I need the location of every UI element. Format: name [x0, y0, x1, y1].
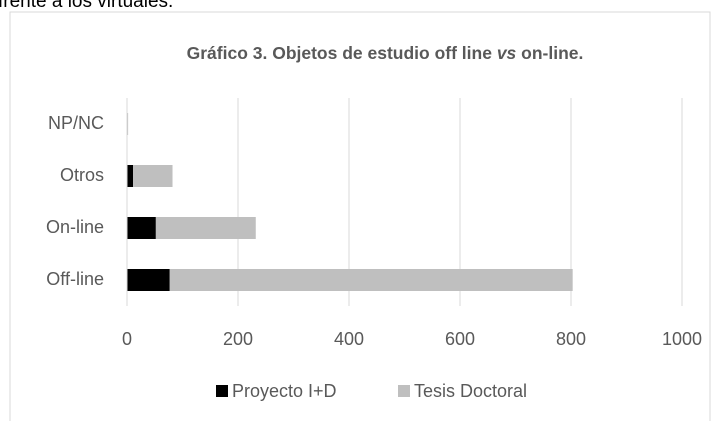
legend-swatch [216, 385, 228, 397]
bar [169, 269, 573, 291]
above-text: frente a los virtuales. [0, 0, 173, 12]
x-tick-label: 1000 [662, 329, 702, 349]
bar [155, 217, 256, 239]
x-tick-label: 600 [445, 329, 475, 349]
bar [127, 217, 156, 239]
chart-title: Gráfico 3. Objetos de estudio off line v… [187, 43, 584, 63]
x-tick-label: 400 [334, 329, 364, 349]
x-tick-label: 800 [556, 329, 586, 349]
bar [133, 165, 173, 187]
legend-label: Tesis Doctoral [414, 381, 527, 401]
x-tick-label: 200 [223, 329, 253, 349]
y-tick-label: NP/NC [48, 113, 104, 133]
chart-frame [9, 11, 711, 421]
legend-label: Proyecto I+D [232, 381, 337, 401]
y-tick-label: On-line [46, 217, 104, 237]
title-part: vs [497, 43, 517, 63]
bar [127, 269, 170, 291]
title-part: Gráfico 3. Objetos de estudio off line [187, 43, 497, 63]
bar [127, 165, 134, 187]
bar [127, 113, 129, 135]
x-tick-label: 0 [122, 329, 132, 349]
y-tick-label: Off-line [46, 269, 104, 289]
title-part: on-line. [516, 43, 583, 63]
legend-swatch [398, 385, 410, 397]
y-tick-label: Otros [60, 165, 104, 185]
